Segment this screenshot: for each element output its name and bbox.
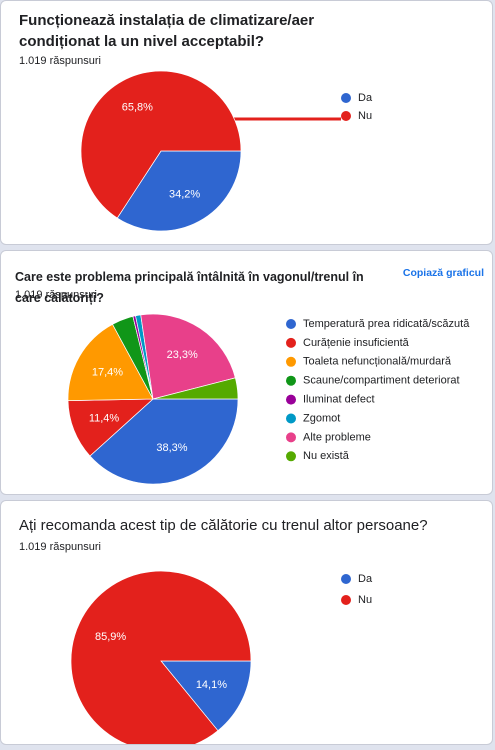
chart: 14,1% 85,9% Da Nu — [70, 570, 373, 744]
card: Funcționează instalația de climatizare/a… — [0, 0, 493, 245]
value-label: 34,2% — [169, 189, 200, 201]
legend-marker — [341, 111, 351, 121]
legend-label: Curățenie insuficientă — [303, 337, 410, 349]
legend-marker — [341, 93, 351, 103]
legend-label: Iluminat defect — [303, 394, 375, 406]
legend-label: Da — [358, 573, 373, 585]
pie-slice — [67, 323, 154, 401]
value-label: 38,3% — [156, 442, 187, 454]
pie-slice — [70, 570, 252, 744]
copy-chart-button[interactable]: Copiază graficul — [402, 267, 484, 279]
legend-marker — [286, 394, 296, 405]
pie-slice — [140, 313, 236, 400]
legend-label: Toaleta nefuncțională/murdară — [303, 356, 452, 368]
question-title: Ați recomanda acest tip de călătorie cu … — [19, 517, 428, 534]
pie-slice — [80, 70, 242, 219]
legend-marker — [286, 432, 296, 443]
value-label: 11,4% — [89, 412, 120, 424]
legend-marker — [286, 356, 296, 367]
legend-label: Da — [358, 92, 373, 104]
legend-label: Nu — [358, 110, 372, 122]
value-label: 17,4% — [92, 366, 123, 378]
question-title: Funcționează instalația de climatizare/a… — [19, 12, 315, 50]
legend-label: Temperatură prea ridicată/scăzută — [303, 318, 470, 330]
pie-slice — [160, 660, 252, 732]
pie-slice — [89, 398, 239, 485]
response-count: 1.019 răspunsuri — [19, 541, 101, 553]
chart: 38,3% 11,4% 17,4% 23,3% Temperatură prea rid… — [67, 313, 470, 485]
legend-label: Zgomot — [303, 412, 340, 424]
value-label: 23,3% — [167, 349, 198, 361]
response-count: 1.019 răspunsuri — [19, 55, 101, 67]
chart: 34,2% 65,8% Da Nu — [80, 70, 373, 232]
question-title: Care este problema principală întâlnită … — [15, 270, 364, 305]
legend-marker — [286, 337, 296, 348]
response-count: 1.019 răspunsuri — [15, 289, 97, 301]
card: Care este problema principală întâlnită … — [0, 250, 493, 495]
legend-marker — [286, 375, 296, 386]
legend-label: Nu există — [303, 450, 350, 462]
value-label: 85,9% — [95, 631, 126, 643]
legend-marker — [286, 319, 296, 329]
value-label: 14,1% — [196, 679, 227, 691]
legend-label: Nu — [358, 594, 372, 606]
legend-marker — [341, 574, 351, 584]
legend-marker — [286, 413, 296, 424]
pie-slice — [152, 377, 239, 400]
legend-label: Alte probleme — [303, 431, 371, 443]
legend-label: Scaune/compartiment deteriorat — [303, 375, 460, 387]
card: Ați recomanda acest tip de călătorie cu … — [0, 500, 493, 745]
value-label: 65,8% — [122, 101, 153, 113]
legend-marker — [286, 451, 296, 462]
legend-marker — [341, 595, 351, 605]
